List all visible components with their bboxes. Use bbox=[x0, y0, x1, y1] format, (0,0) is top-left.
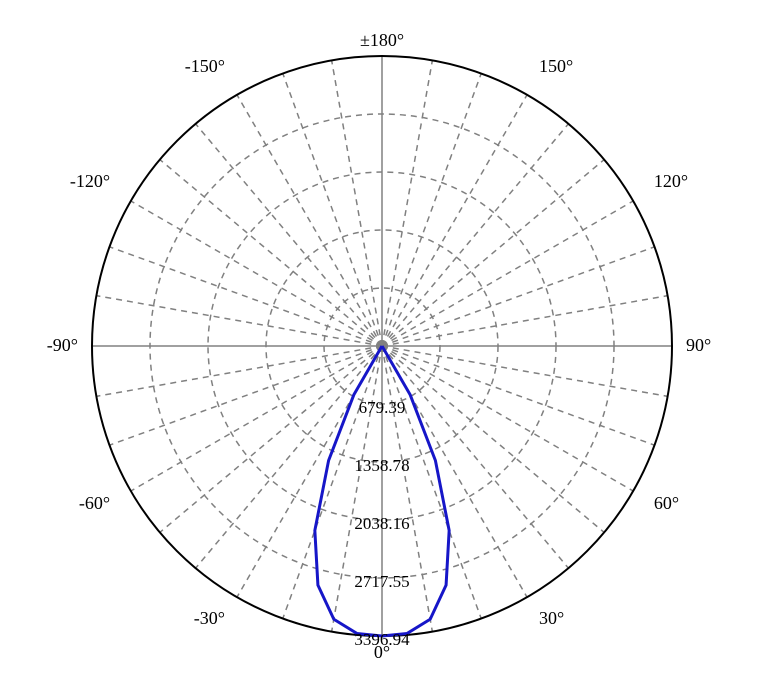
angle-label: ±180° bbox=[360, 30, 404, 50]
angle-label: 120° bbox=[654, 171, 688, 191]
radial-tick-label: 679.39 bbox=[359, 398, 406, 417]
angle-label: 0° bbox=[374, 642, 390, 662]
angle-label: -60° bbox=[79, 493, 110, 513]
angle-label: 30° bbox=[539, 608, 564, 628]
radial-tick-label: 1358.78 bbox=[354, 456, 409, 475]
angle-label: -120° bbox=[70, 171, 110, 191]
angle-label: -90° bbox=[47, 335, 78, 355]
angle-label: 60° bbox=[654, 493, 679, 513]
polar-chart: 679.391358.782038.162717.553396.94±180°1… bbox=[0, 0, 764, 692]
angle-label: -30° bbox=[194, 608, 225, 628]
angle-label: 90° bbox=[686, 335, 711, 355]
angle-label: 150° bbox=[539, 56, 573, 76]
angle-label: -150° bbox=[185, 56, 225, 76]
radial-tick-label: 2038.16 bbox=[354, 514, 409, 533]
radial-tick-label: 2717.55 bbox=[354, 572, 409, 591]
